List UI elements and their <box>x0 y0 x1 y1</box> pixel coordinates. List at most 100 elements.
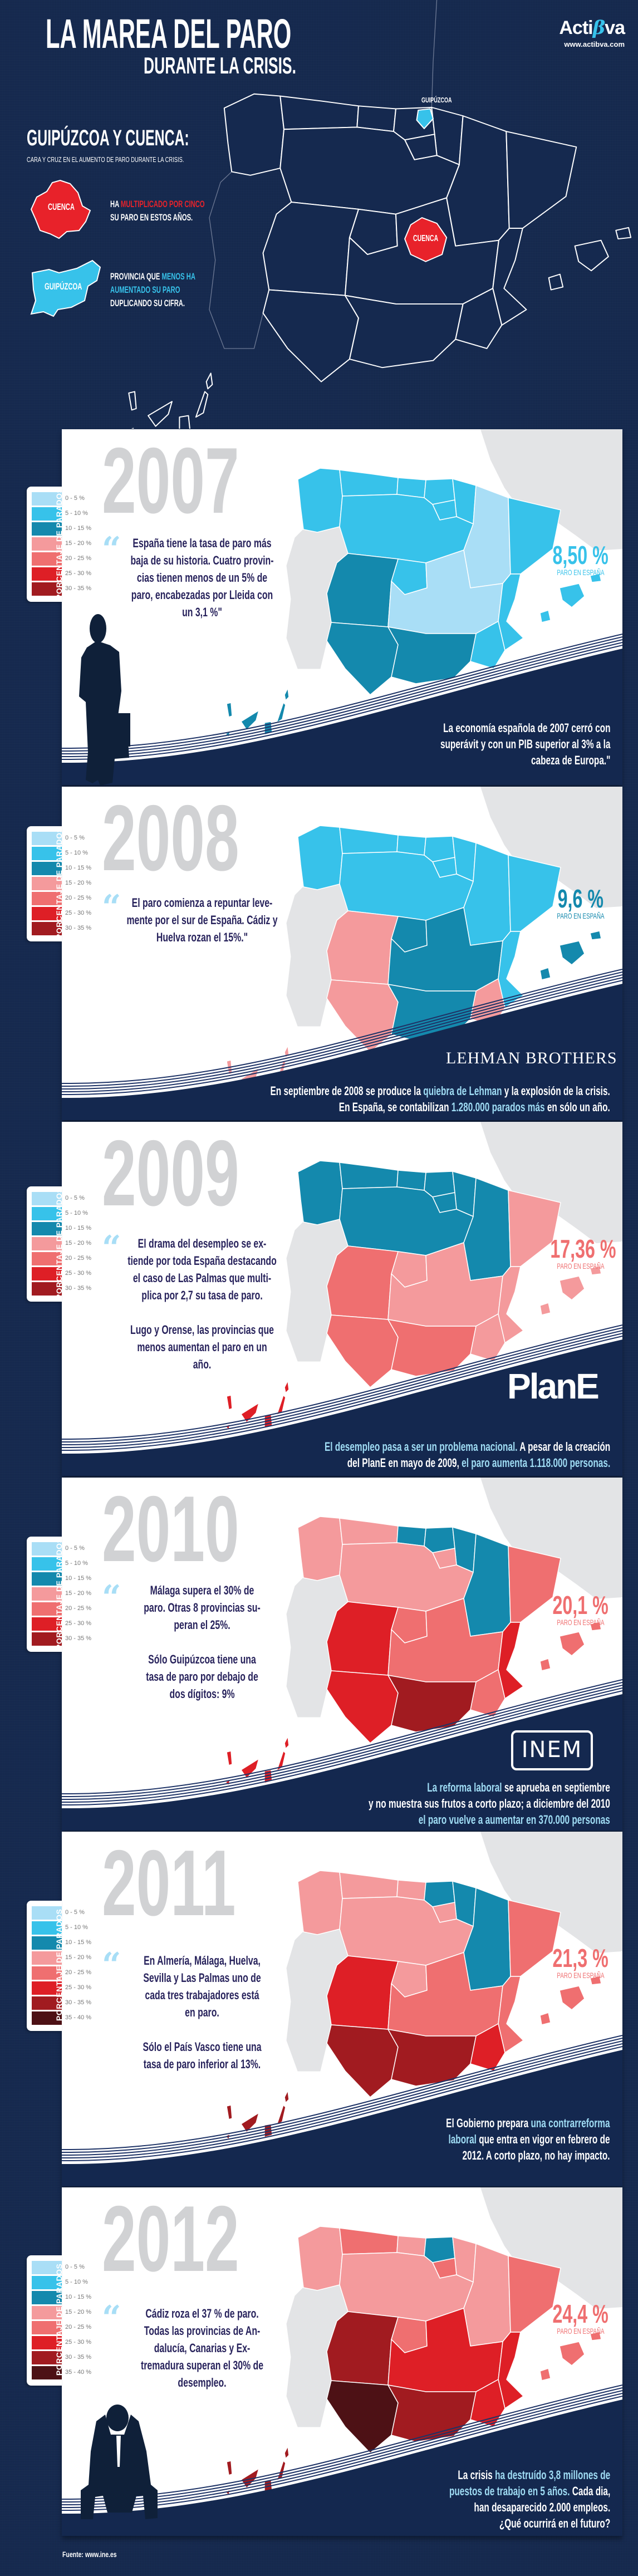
france-coast <box>431 0 438 107</box>
region-andeast <box>387 1675 477 1733</box>
legend-swatch <box>32 862 62 875</box>
region-baleares <box>615 227 632 240</box>
quote-line: dalucía, Canarias y Ex- <box>154 2341 251 2355</box>
legend-swatch <box>32 1267 62 1280</box>
legend-label: 20 - 25 % <box>65 895 92 901</box>
wave-band <box>62 2050 622 2186</box>
quote-line: menos aumentan el paro en un <box>137 1340 267 1354</box>
legend-swatch <box>32 1222 62 1235</box>
quote-line: En Almería, Málaga, Huelva, <box>144 1954 261 1967</box>
legend-swatch <box>32 2306 62 2319</box>
logo-url[interactable]: www.actibva.com <box>564 40 625 48</box>
region-canarias <box>284 1380 289 1394</box>
guipuzcoa-description: PROVINCIA QUE MENOS HA AUMENTADO SU PARO D… <box>110 271 195 308</box>
legend-title: PORCENTAJE DE PARADOS <box>55 1187 63 1299</box>
region-baleares <box>539 610 551 623</box>
legend-label: 15 - 20 % <box>65 2309 92 2315</box>
panel-background <box>62 1478 622 1831</box>
national-rate: 24,4 % PARO EN ESPAÑA <box>536 2301 625 2335</box>
wave-stripe <box>62 2387 622 2503</box>
region-canarias <box>241 710 259 730</box>
note-text: se aprueba en septiembre <box>502 1780 610 1794</box>
region-baleares <box>559 940 585 965</box>
legend-label: 20 - 25 % <box>65 555 92 562</box>
region-canarias <box>131 428 134 429</box>
rate-value: 8,50 % <box>552 541 609 570</box>
wave-stripe <box>62 974 622 1090</box>
region-baleares <box>559 1631 585 1656</box>
note-line: y no muestra sus frutos a corto plazo; a… <box>369 1795 610 1812</box>
legend <box>27 1186 62 1302</box>
legend-swatch <box>32 582 62 596</box>
plane-logo: PlanE <box>507 1366 600 1406</box>
note-line: La economía española de 2007 cerró con <box>440 720 610 736</box>
legend-swatch <box>32 922 62 935</box>
year-label: 2012 <box>102 2186 239 2291</box>
legend-swatch <box>32 552 62 566</box>
france-shape <box>480 429 622 551</box>
legend-label: 30 - 35 % <box>65 925 92 931</box>
legend-swatch <box>32 537 62 551</box>
rate-caption: PARO EN ESPAÑA <box>557 1971 605 1980</box>
quote-line: tremadura superan el 30% de <box>140 2358 264 2372</box>
note-line: laboral que entra en vigor en febrero de <box>446 2131 610 2147</box>
note-text: y no muestra sus frutos a corto plazo; a… <box>369 1797 610 1810</box>
quote-line: Huelva rozan el 15%." <box>156 930 248 944</box>
region-canarias <box>241 1758 259 1779</box>
context-note: La crisis ha destruído 3,8 millones de pu… <box>449 2467 610 2531</box>
choropleth-map <box>225 468 602 738</box>
note-highlight: el paro vuelve a aumentar en 370.000 per… <box>418 1813 610 1827</box>
quote-line: El drama del desempleo se ex- <box>138 1237 267 1250</box>
legend-title: PORCENTAJE DE PARADOS <box>55 487 63 600</box>
region-extremadura <box>326 1601 399 1676</box>
legend-swatch <box>32 1921 62 1935</box>
quote-line: dos dígitos: 9% <box>169 1687 235 1701</box>
legend-swatch <box>32 2291 62 2304</box>
quote-text: Málaga supera el 30% de paro. Otras 8 pro… <box>122 1582 282 1702</box>
national-rate: 17,36 % PARO EN ESPAÑA <box>536 1236 625 1270</box>
region-canarias <box>226 702 233 718</box>
region-andeast <box>387 1319 477 1377</box>
legend-swatch <box>32 507 62 521</box>
legend-swatch <box>32 1966 62 1980</box>
legend-label: 5 - 10 % <box>65 1560 88 1567</box>
region-extremadura <box>326 1245 399 1320</box>
actibva-logo[interactable]: Actiβva www.actibva.com <box>559 17 625 48</box>
legend-label: 25 - 30 % <box>65 2339 92 2346</box>
region-cataluna <box>508 1545 561 1623</box>
note-text: cabeza de Europa." <box>531 753 610 767</box>
legend <box>27 2255 62 2386</box>
legend-swatch <box>32 877 62 890</box>
legend-swatch <box>32 2366 62 2379</box>
region-baleares <box>590 1621 602 1631</box>
legend-swatch <box>32 522 62 536</box>
legend-title: PORCENTAJE DE PARADOS <box>55 2263 63 2376</box>
region-extremadura <box>326 910 399 985</box>
note-highlight: laboral <box>448 2132 477 2146</box>
legend-swatch <box>32 567 62 581</box>
legend-label: 25 - 30 % <box>65 1620 92 1627</box>
legend-label: 10 - 15 % <box>65 525 92 532</box>
legend-label: 0 - 5 % <box>65 835 85 841</box>
wave-band <box>62 984 622 1120</box>
rate-caption: PARO EN ESPAÑA <box>557 1262 605 1270</box>
quote-line: año. <box>193 1357 212 1371</box>
quote-text: En Almería, Málaga, Huelva, Sevilla y Las… <box>122 1952 282 2073</box>
note-text: En septiembre de 2008 se produce la <box>270 1084 424 1098</box>
note-highlight: ha destruído 3,8 millones de <box>494 2468 610 2482</box>
legend-label: 15 - 20 % <box>65 880 92 886</box>
legend-label: 5 - 10 % <box>65 1210 88 1216</box>
legend-swatch <box>32 1207 62 1220</box>
wave-stripe <box>62 645 622 760</box>
wave-stripe <box>62 1336 622 1451</box>
rate-value: 20,1 % <box>552 1591 609 1620</box>
legend-label: 30 - 35 % <box>65 1635 92 1642</box>
region-canarias <box>148 401 173 427</box>
region-asturias <box>339 469 399 497</box>
note-text: La economía española de 2007 cerró con <box>443 721 610 735</box>
quote-line: tasa de paro inferior al 13%. <box>143 2057 261 2071</box>
main-subtitle: DURANTE LA CRISIS. <box>144 52 296 78</box>
legend-swatch <box>32 1906 62 1920</box>
cuenca-shape-icon <box>30 179 91 239</box>
note-highlight: una contrarreforma <box>531 2116 610 2130</box>
